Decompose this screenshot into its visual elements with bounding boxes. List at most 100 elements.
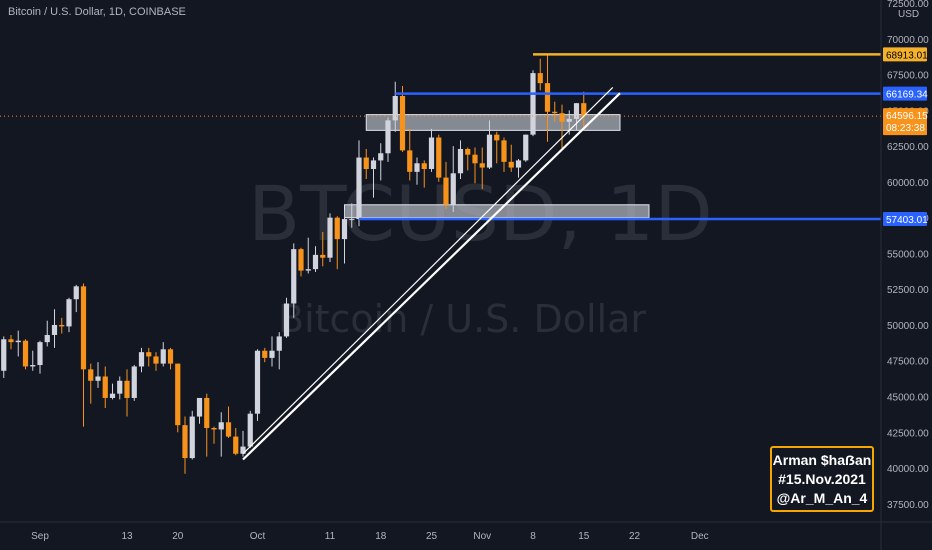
- x-tick-label: 8: [530, 531, 536, 542]
- y-tick-label: 52500.00: [887, 285, 929, 296]
- y-tick-label: 45000.00: [887, 393, 929, 404]
- y-tick-label: 37500.00: [887, 500, 929, 511]
- signature-date: #15.Nov.2021: [778, 471, 866, 487]
- candle-body: [102, 376, 108, 398]
- candle-body: [305, 269, 311, 271]
- candle-body: [436, 137, 442, 178]
- signature-box: Arman $haẞan #15.Nov.2021 @Ar_M_An_4: [770, 446, 874, 512]
- candle-body: [312, 254, 319, 270]
- x-tick-label: Dec: [691, 531, 709, 542]
- x-tick-label: 22: [629, 531, 641, 542]
- candle-body: [421, 163, 427, 169]
- candle-body: [51, 324, 58, 335]
- candle-body: [544, 83, 551, 112]
- candle-body: [363, 157, 369, 169]
- candle-body: [370, 160, 377, 169]
- candle-body: [124, 380, 130, 398]
- candle-body: [515, 160, 522, 168]
- price-axis[interactable]: 37500.00 40000.00 42500.00 45000.00 47500.00…: [887, 0, 929, 511]
- countdown-tag: 08:23:38: [886, 123, 925, 134]
- candle-body: [298, 249, 304, 271]
- candle-body: [508, 161, 514, 168]
- candle-body: [247, 413, 253, 447]
- candle-body: [269, 350, 275, 358]
- x-tick-label: 25: [426, 531, 438, 542]
- candle-body: [73, 286, 79, 300]
- signature-name: Arman $haẞan: [772, 452, 872, 468]
- candle-body: [109, 393, 116, 398]
- signature-handle: @Ar_M_An_4: [776, 490, 868, 506]
- time-axis[interactable]: Sep 13 20 Oct 11 18 25 Nov 8 15 22 Dec: [31, 531, 709, 542]
- resistance-price-tag: 66169.34: [886, 90, 928, 101]
- candle-body: [153, 356, 159, 364]
- trendline-1: [242, 92, 621, 461]
- y-tick-label: 50000.00: [887, 321, 929, 332]
- candle-body: [407, 150, 413, 172]
- y-tick-label: 40000.00: [887, 464, 929, 475]
- candle-body: [88, 369, 94, 381]
- candles-layer: [1, 54, 587, 474]
- support-price-tag: 57403.01: [886, 215, 928, 226]
- candle-body: [581, 103, 587, 117]
- resistance-price-tag-bg: [883, 86, 927, 101]
- candle-body: [117, 380, 123, 394]
- x-tick-label: 20: [172, 531, 184, 542]
- candle-body: [537, 73, 543, 84]
- candle-body: [494, 134, 500, 141]
- y-tick-label: 72500.00: [887, 0, 929, 10]
- candle-body: [349, 219, 355, 221]
- candle-body: [138, 352, 145, 367]
- x-tick-label: 11: [325, 531, 336, 542]
- x-tick-label: Nov: [473, 531, 491, 542]
- candle-body: [385, 120, 391, 154]
- candle-body: [414, 163, 420, 172]
- candle-body: [501, 140, 507, 162]
- candle-body: [211, 428, 217, 430]
- candle-body: [566, 118, 572, 122]
- candle-body: [341, 219, 348, 240]
- candle-body: [95, 376, 101, 381]
- candle-body: [131, 366, 137, 398]
- candle-body: [291, 249, 297, 304]
- candle-body: [573, 103, 580, 119]
- x-tick-label: 13: [121, 531, 133, 542]
- currency-label: USD: [898, 9, 919, 20]
- candle-body: [175, 363, 181, 426]
- candle-body: [450, 173, 456, 205]
- candle-body: [472, 154, 478, 164]
- x-tick-label: 15: [578, 531, 590, 542]
- candle-body: [182, 425, 188, 459]
- candle-body: [30, 365, 36, 367]
- y-tick-label: 70000.00: [887, 35, 929, 46]
- zones-layer: [344, 114, 650, 219]
- y-tick-label: 47500.00: [887, 357, 929, 368]
- current-price-tag-bg: [883, 108, 927, 136]
- y-tick-label: 42500.00: [887, 428, 929, 439]
- candle-body: [443, 177, 449, 205]
- candle-body: [378, 153, 384, 161]
- zone-1: [365, 114, 621, 131]
- high-price-tag-bg: [883, 47, 927, 62]
- candle-body: [479, 163, 485, 168]
- candle-body: [320, 254, 326, 258]
- candle-body: [399, 96, 406, 151]
- candle-body: [1, 339, 7, 371]
- candle-body: [204, 397, 210, 429]
- candle-body: [37, 342, 43, 366]
- candle-body: [146, 352, 152, 357]
- candle-body: [392, 96, 398, 121]
- y-tick-label: 67500.00: [887, 71, 929, 82]
- candle-body: [44, 334, 50, 343]
- y-tick-label: 60000.00: [887, 178, 929, 189]
- candle-body: [334, 217, 340, 240]
- zone-2: [344, 204, 650, 219]
- y-tick-label: 55000.00: [887, 249, 929, 260]
- candle-body: [428, 137, 435, 169]
- candle-body: [59, 324, 65, 327]
- candle-body: [233, 436, 239, 454]
- candle-body: [559, 113, 565, 122]
- chart-header-title: Bitcoin / U.S. Dollar, 1D, COINBASE: [8, 6, 186, 18]
- candle-body: [8, 339, 14, 343]
- candle-body: [530, 73, 536, 135]
